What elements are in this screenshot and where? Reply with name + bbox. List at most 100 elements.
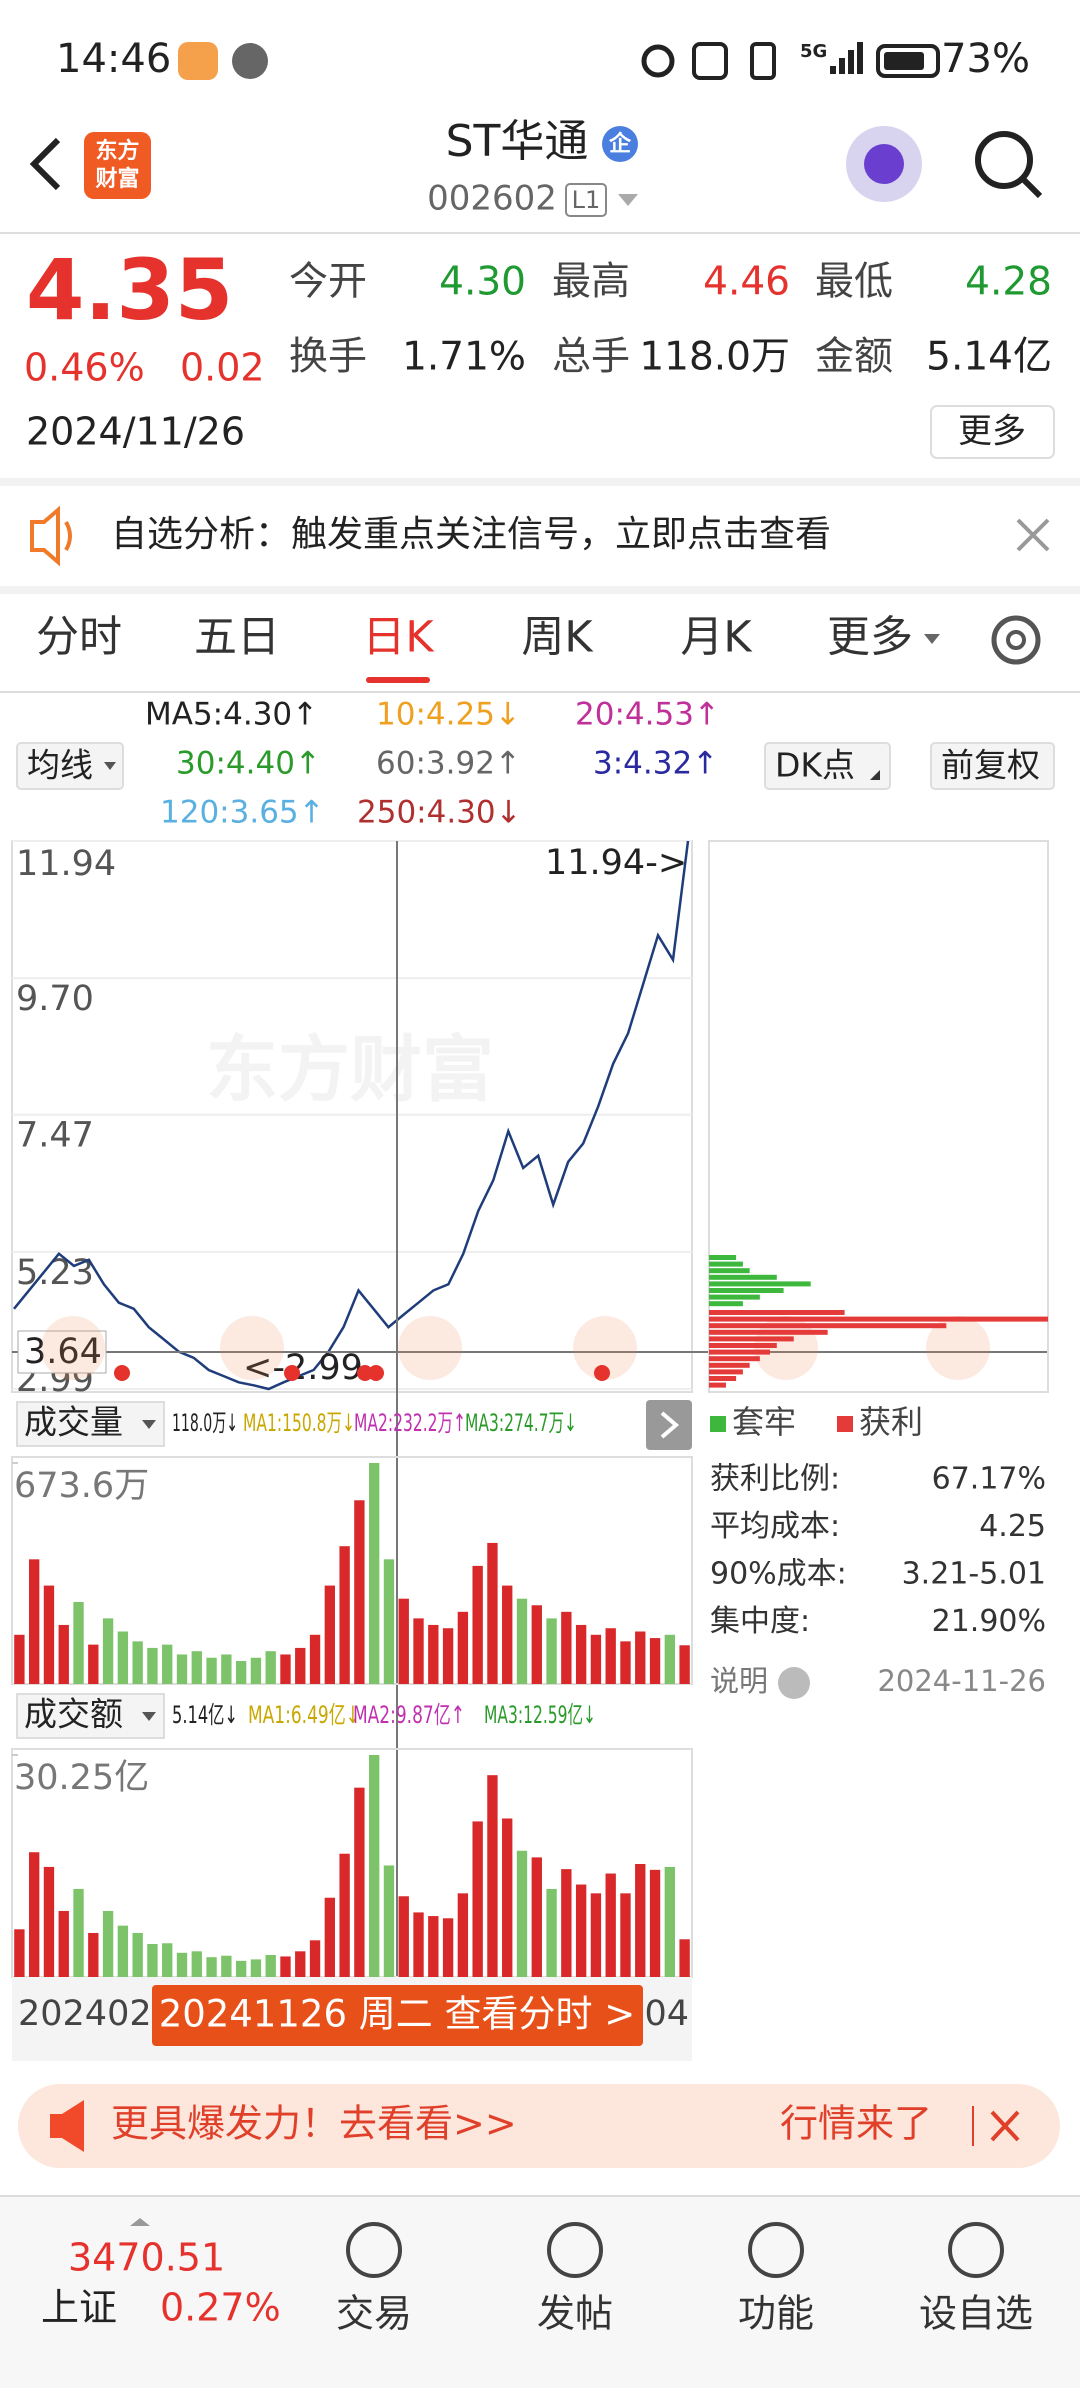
dk-button[interactable] bbox=[764, 742, 891, 790]
bar bbox=[206, 1957, 217, 1977]
chip-profit-bar bbox=[709, 1382, 726, 1388]
tab[interactable]: 月K bbox=[680, 613, 753, 663]
chip-trapped-bar bbox=[709, 1274, 777, 1280]
change: 0.02 bbox=[180, 346, 265, 390]
bar bbox=[383, 1865, 395, 1977]
nav-icon[interactable] bbox=[748, 2222, 804, 2278]
info-icon[interactable] bbox=[778, 1667, 810, 1699]
ma-label: 10:4.25↓ bbox=[376, 697, 521, 733]
more-arrow bbox=[924, 634, 940, 644]
bar bbox=[324, 1585, 335, 1684]
selector-box[interactable] bbox=[16, 1401, 165, 1447]
tab[interactable]: 五日 bbox=[194, 613, 280, 663]
bar bbox=[516, 1850, 528, 1977]
expand-arrow bbox=[660, 1411, 680, 1439]
date-start: 2024020 bbox=[18, 1994, 174, 2034]
chip-trapped-bar bbox=[709, 1268, 750, 1274]
bar bbox=[162, 1644, 173, 1684]
bar bbox=[88, 1932, 99, 1977]
signal-bar bbox=[857, 42, 863, 74]
ad-close[interactable] bbox=[990, 2110, 1020, 2142]
nav-label[interactable]: 发帖 bbox=[537, 2292, 613, 2336]
bar bbox=[176, 1654, 188, 1684]
ma-label: MA5:4.30↑ bbox=[145, 697, 318, 733]
bar bbox=[546, 1618, 557, 1684]
bar bbox=[546, 1888, 557, 1977]
bar bbox=[398, 1598, 409, 1684]
y-tick-label: 30.25亿 bbox=[14, 1758, 149, 1798]
logo-box bbox=[84, 132, 151, 199]
y-tick-label: 7.47 bbox=[16, 1116, 94, 1156]
chart-control[interactable] bbox=[398, 1316, 462, 1380]
more-button[interactable] bbox=[930, 405, 1055, 459]
stat-value: 3.21-5.01 bbox=[902, 1557, 1046, 1592]
search-button[interactable] bbox=[975, 131, 1033, 189]
ma-type-arrow bbox=[104, 762, 116, 770]
bar bbox=[29, 1852, 40, 1977]
bar bbox=[531, 1605, 542, 1684]
bar bbox=[235, 1661, 247, 1684]
bar bbox=[280, 1654, 291, 1684]
chart-control[interactable] bbox=[926, 1316, 990, 1380]
bar bbox=[620, 1641, 631, 1684]
chart-control[interactable] bbox=[220, 1316, 284, 1380]
field-label: 总手 bbox=[552, 335, 630, 380]
nav-icon[interactable] bbox=[547, 2222, 603, 2278]
dk-point bbox=[284, 1365, 300, 1381]
bar bbox=[575, 1884, 587, 1977]
adjust-button[interactable] bbox=[930, 742, 1055, 790]
back-button[interactable] bbox=[29, 137, 61, 191]
bar bbox=[14, 1634, 25, 1684]
note-label: 说明 bbox=[710, 1664, 768, 1698]
nav-label[interactable]: 交易 bbox=[336, 2292, 412, 2336]
bar bbox=[221, 1654, 232, 1684]
battery-fill bbox=[884, 52, 924, 70]
cursor-date-pill[interactable] bbox=[152, 1985, 643, 2046]
chip-trapped-bar bbox=[709, 1281, 811, 1287]
field-label: 最高 bbox=[552, 260, 630, 305]
bar bbox=[428, 1624, 439, 1684]
selector-arrow bbox=[142, 1712, 156, 1721]
y-tick-label: 9.70 bbox=[16, 979, 94, 1019]
bar bbox=[561, 1869, 572, 1977]
selector-label: 成交量 bbox=[24, 1403, 123, 1442]
battery-outline bbox=[876, 44, 940, 78]
stock-code: 002602 bbox=[427, 179, 557, 219]
chip-profit-bar bbox=[709, 1316, 1048, 1322]
banner-close[interactable] bbox=[1016, 518, 1050, 552]
tab[interactable]: 日K bbox=[362, 613, 435, 663]
field-label: 今开 bbox=[289, 260, 367, 305]
logo-text: 东方 bbox=[95, 138, 139, 164]
chart-control[interactable] bbox=[41, 1316, 105, 1380]
cursor-date: 20241126 周二 查看分时 > bbox=[159, 1993, 636, 2036]
banner-gap bbox=[0, 478, 1080, 486]
ad-pill[interactable] bbox=[18, 2084, 1060, 2168]
bar bbox=[162, 1943, 173, 1977]
expand-button[interactable] bbox=[646, 1400, 692, 1450]
settings-button[interactable] bbox=[991, 615, 1041, 665]
tab[interactable]: 周K bbox=[521, 613, 594, 663]
battery-level: 73% bbox=[941, 36, 1030, 82]
field-label: 金额 bbox=[815, 335, 893, 380]
ma-label: 20:4.53↑ bbox=[575, 697, 720, 733]
bar bbox=[250, 1959, 262, 1977]
price-line bbox=[13, 840, 690, 1391]
nav-label[interactable]: 设自选 bbox=[919, 2292, 1033, 2336]
bar bbox=[649, 1638, 661, 1684]
chart-control[interactable] bbox=[573, 1316, 637, 1380]
field-label: 最低 bbox=[815, 260, 893, 305]
nav-icon[interactable] bbox=[346, 2222, 402, 2278]
dk-point bbox=[357, 1365, 373, 1381]
ma-type-button[interactable] bbox=[16, 742, 124, 790]
panel-legend: MA2:9.87亿↑ bbox=[353, 1701, 465, 1729]
tab[interactable]: 更多 bbox=[827, 613, 913, 663]
chip-trapped-bar bbox=[709, 1288, 784, 1293]
nav-label[interactable]: 功能 bbox=[738, 2292, 814, 2336]
field-value: 4.46 bbox=[703, 260, 790, 305]
tab[interactable]: 分时 bbox=[36, 613, 122, 663]
selector-box[interactable] bbox=[16, 1693, 165, 1739]
stat-value: 4.25 bbox=[979, 1509, 1046, 1544]
chip-profit-bar bbox=[709, 1323, 947, 1329]
nav-icon[interactable] bbox=[948, 2222, 1004, 2278]
field-value: 4.30 bbox=[439, 260, 526, 305]
